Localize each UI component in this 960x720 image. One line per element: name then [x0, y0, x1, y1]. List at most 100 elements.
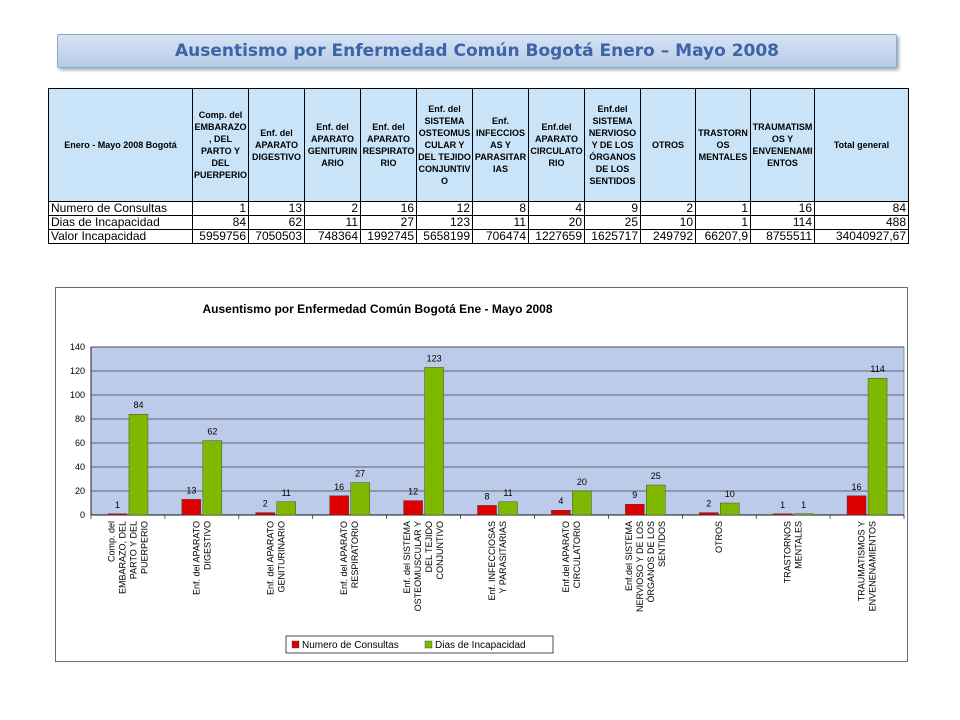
x-tick-label-line: Enf. del APARATO — [191, 521, 201, 595]
data-label: 1 — [801, 500, 806, 510]
x-tick-label-line: SENTIDOS — [657, 521, 667, 567]
data-label: 84 — [133, 400, 143, 410]
data-label: 27 — [355, 469, 365, 479]
chart-container: Ausentismo por Enfermedad Común Bogotá E… — [55, 287, 908, 662]
table-cell: 62 — [248, 215, 305, 230]
column-header: TRASTORNOS MENTALES — [695, 88, 751, 202]
y-tick-label: 20 — [75, 486, 85, 496]
table-cell: 20 — [528, 215, 585, 230]
x-tick-label-line: Enf.del SISTEMA — [624, 521, 634, 591]
bar-dias — [424, 367, 444, 516]
table-cell: 27 — [360, 215, 417, 230]
table-header-row: Enero - Mayo 2008 Bogotá Comp. del EMBAR… — [48, 88, 909, 202]
bar-dias — [498, 501, 518, 516]
table-row: Dias de Incapacidad 84 62 11 27 123 11 20 25 10 1 1… — [48, 215, 909, 230]
x-tick-label-line: OSTEOMUSCULAR Y — [413, 521, 423, 611]
bar-dias — [128, 413, 149, 516]
table-cell: 1 — [695, 201, 751, 216]
bar-consultas — [181, 499, 202, 516]
bar-consultas — [846, 495, 867, 516]
table-cell: 25 — [584, 215, 641, 230]
bar-consultas — [772, 513, 793, 516]
bar-chart: Ausentismo por Enfermedad Común Bogotá E… — [70, 302, 905, 654]
bar-dias — [720, 502, 740, 516]
table-corner-header: Enero - Mayo 2008 Bogotá — [48, 88, 193, 202]
data-label: 114 — [870, 364, 884, 374]
x-tick-label-line: DIGESTIVO — [202, 521, 212, 570]
data-label: 2 — [706, 499, 711, 509]
x-tick-label-line: CONJUNTIVO — [435, 521, 445, 580]
column-header: Enf. del APARATO RESPIRATORIO — [360, 88, 417, 202]
x-tick-label-line: MENTALES — [794, 521, 804, 569]
column-header: TRAUMATISMOS Y ENVENENAMIENTOS — [750, 88, 815, 202]
table-cell: 2 — [304, 201, 361, 216]
x-tick-label-line: TRAUMATISMOS Y — [857, 521, 867, 601]
legend-swatch — [424, 640, 433, 649]
y-tick-label: 100 — [70, 390, 85, 400]
table-cell: 5658199 — [416, 229, 473, 244]
table-cell: 2 — [640, 201, 696, 216]
table-cell: 84 — [814, 201, 909, 216]
x-tick-label-line: PUERPERIO — [139, 521, 149, 574]
y-tick-label: 40 — [75, 462, 85, 472]
column-header: Enf. del APARATO DIGESTIVO — [248, 88, 305, 202]
bar-dias — [276, 501, 296, 516]
x-tick-label-line: CIRCULATORIO — [572, 521, 582, 588]
y-tick-label: 120 — [70, 366, 85, 376]
table-cell: 5959756 — [192, 229, 249, 244]
bar-dias — [867, 377, 888, 516]
bar-consultas — [329, 495, 349, 516]
legend-swatch — [291, 640, 300, 649]
row-label: Valor Incapacidad — [48, 229, 193, 244]
bar-dias — [202, 440, 223, 516]
table-cell: 9 — [584, 201, 641, 216]
bar-consultas — [255, 512, 275, 516]
data-label: 4 — [558, 496, 563, 506]
column-header: Comp. del EMBARAZO, DEL PARTO Y DEL PUER… — [192, 88, 249, 202]
x-tick-label-line: Enf. INFECCIOSAS — [487, 521, 497, 601]
table-cell: 12 — [416, 201, 473, 216]
data-label: 25 — [651, 471, 661, 481]
table-cell: 249792 — [640, 229, 696, 244]
page-title: Ausentismo por Enfermedad Común Bogotá E… — [174, 41, 780, 61]
y-tick-label: 80 — [75, 414, 85, 424]
data-label: 11 — [282, 488, 291, 498]
x-tick-label-line: ÓRGANOS DE LOS — [646, 521, 656, 603]
data-label: 13 — [186, 485, 196, 495]
table-cell: 1 — [192, 201, 249, 216]
x-tick-label-line: Enf.del APARATO — [561, 521, 571, 593]
legend-box — [285, 635, 554, 654]
x-tick-label-line: ENVENENAMIENTOS — [868, 521, 878, 611]
table-cell: 1 — [695, 215, 751, 230]
data-label: 10 — [725, 489, 735, 499]
bar-consultas — [551, 509, 571, 516]
table-cell: 34040927,67 — [814, 229, 909, 244]
x-tick-label-line: TRASTORNOS — [783, 521, 793, 583]
x-tick-label-line: EMBARAZO, DEL — [117, 521, 127, 594]
table-row: Valor Incapacidad 5959756 7050503 748364 199… — [48, 229, 909, 244]
table-cell: 4 — [528, 201, 585, 216]
table-cell: 114 — [750, 215, 815, 230]
x-tick-label-line: DEL TEJIDO — [424, 521, 434, 573]
table-cell: 8755511 — [750, 229, 815, 244]
plot-area — [90, 346, 905, 516]
bar-dias — [646, 484, 666, 516]
data-label: 12 — [408, 487, 418, 497]
table-cell: 11 — [472, 215, 529, 230]
bar-consultas — [699, 512, 719, 516]
bar-consultas — [403, 500, 423, 516]
x-tick-label-line: Enf. del APARATO — [265, 521, 275, 595]
x-tick-label-line: PARTO Y DEL — [128, 521, 138, 579]
data-label: 16 — [852, 482, 862, 492]
chart-title: Ausentismo por Enfermedad Común Bogotá E… — [202, 302, 552, 316]
data-label: 123 — [427, 353, 442, 363]
table-cell: 8 — [472, 201, 529, 216]
x-tick-label-line: Enf. del APARATO — [339, 521, 349, 595]
table-cell: 16 — [360, 201, 417, 216]
table-cell: 11 — [304, 215, 361, 230]
column-header: Enf. del APARATO GENITURINARIO — [304, 88, 361, 202]
table-cell: 1992745 — [360, 229, 417, 244]
legend-label: Numero de Consultas — [302, 640, 399, 651]
table-cell: 66207,9 — [695, 229, 751, 244]
data-label: 62 — [207, 427, 217, 437]
